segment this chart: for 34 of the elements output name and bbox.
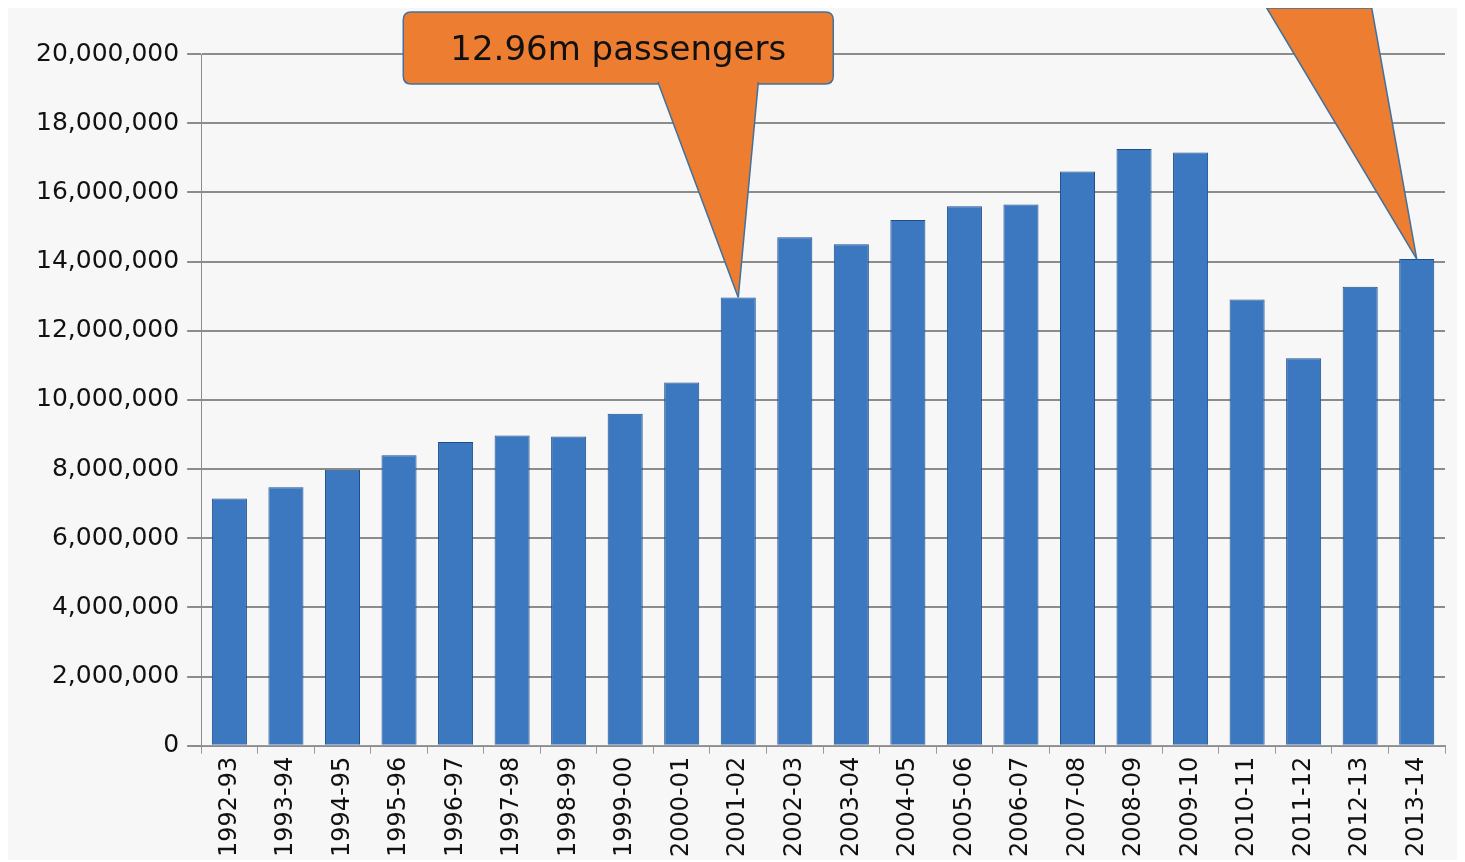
x-tick-label: 2000-01 — [665, 756, 694, 857]
annotation: 12.96m passengers — [450, 28, 787, 68]
y-tick-label: 18,000,000 — [36, 106, 180, 136]
x-tick-label: 1995-96 — [383, 756, 412, 857]
x-tick-label: 2007-08 — [1061, 756, 1090, 857]
x-tick-label: 2012-13 — [1344, 756, 1373, 857]
x-tick-label: 2006-07 — [1005, 756, 1034, 857]
x-tick-label: 1997-98 — [496, 756, 525, 857]
x-tick-label: 1992-93 — [213, 756, 242, 857]
x-tick-label: 2003-04 — [835, 756, 864, 857]
x-tick-label: 2005-06 — [948, 756, 977, 857]
y-tick-label: 6,000,000 — [51, 521, 180, 551]
x-tick-label: 2008-09 — [1118, 756, 1147, 857]
x-tick-label: 2011-12 — [1287, 756, 1316, 857]
x-tick-label: 1994-95 — [326, 756, 355, 857]
y-tick-label: 20,000,000 — [36, 37, 180, 67]
y-tick-label: 16,000,000 — [36, 175, 180, 205]
x-tick-label: 1998-99 — [552, 756, 581, 857]
y-tick-label: 4,000,000 — [51, 590, 180, 620]
x-tick-label: 2002-03 — [779, 756, 808, 857]
y-tick-label: 0 — [163, 729, 180, 759]
x-tick-label: 2009-10 — [1174, 756, 1203, 857]
x-tick-label: 2004-05 — [892, 756, 921, 857]
y-tick-label: 10,000,000 — [36, 383, 180, 413]
x-tick-label: 1999-00 — [609, 756, 638, 857]
x-tick-label: 2010-11 — [1231, 756, 1260, 857]
y-tick-label: 2,000,000 — [51, 660, 180, 690]
x-tick-label: 1993-94 — [270, 756, 299, 857]
x-tick-label: 2013-14 — [1400, 756, 1429, 857]
y-tick-label: 12,000,000 — [36, 314, 180, 344]
x-tick-label: 2001-02 — [722, 756, 751, 857]
y-tick-label: 8,000,000 — [51, 452, 180, 482]
y-tick-label: 14,000,000 — [36, 245, 180, 275]
x-tick-label: 1996-97 — [439, 756, 468, 857]
